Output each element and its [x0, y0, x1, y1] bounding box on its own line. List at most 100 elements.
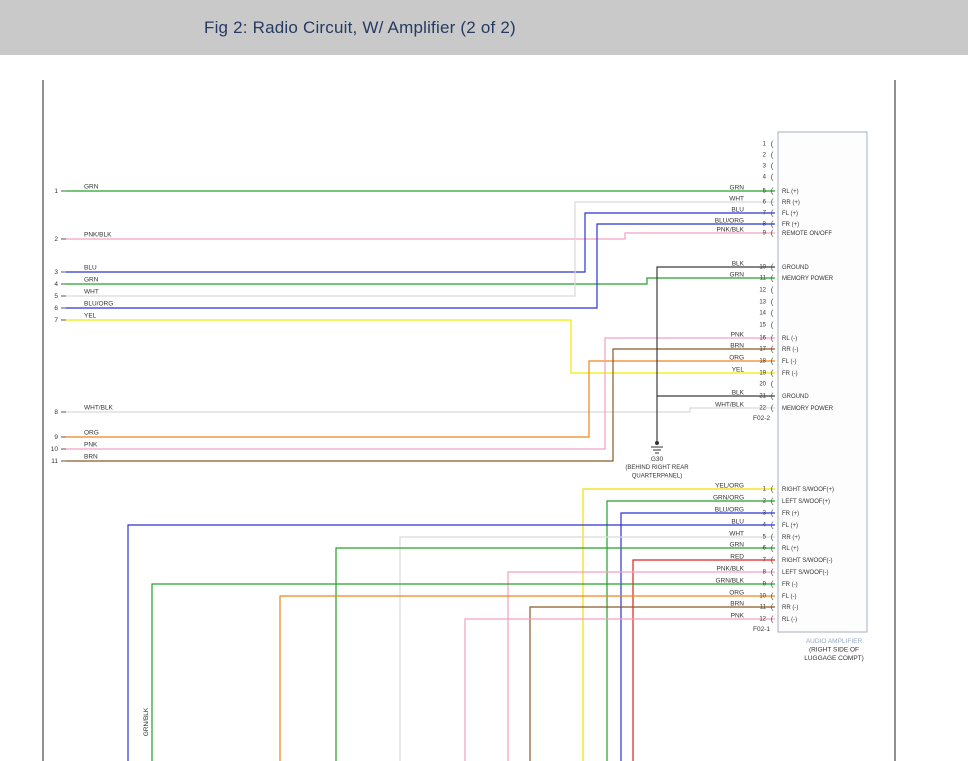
- pin-function-label: GROUND: [782, 265, 809, 271]
- pin-bracket: (: [771, 285, 774, 295]
- left-pin-number: 11: [51, 458, 58, 465]
- pin-function-label: RL (+): [782, 189, 799, 195]
- vertical-wire-label: GRN/BLK: [143, 707, 150, 736]
- left-pin-number: 6: [54, 305, 58, 312]
- pin-wire-label: BRN: [730, 343, 744, 350]
- pin-wire-label: GRN: [730, 272, 745, 279]
- wire-blu-fl-plus-2: [127, 524, 775, 761]
- pin-number: 1: [763, 142, 767, 148]
- pin-function-label: GROUND: [782, 394, 809, 400]
- figure-header-bar: Fig 2: Radio Circuit, W/ Amplifier (2 of…: [0, 0, 968, 55]
- left-pin-wire-label: BLU/ORG: [84, 301, 113, 308]
- pin-bracket: (: [771, 161, 774, 171]
- wire-grnblk-fr-minus: [151, 583, 775, 761]
- pin-number: 4: [763, 523, 767, 529]
- pin-bracket: (: [771, 186, 774, 196]
- pin-function-label: FR (-): [782, 582, 798, 588]
- pin-bracket: (: [771, 197, 774, 207]
- left-pin-wire-label: BLU: [84, 265, 97, 272]
- amplifier-caption-line: (RIGHT SIDE OF: [809, 647, 859, 654]
- wire-wht-rr-plus: [66, 201, 775, 297]
- wire-yel-fr-minus: [66, 319, 775, 374]
- pin-bracket: (: [771, 543, 774, 553]
- pin-wire-label: WHT/BLK: [715, 402, 745, 409]
- pin-wire-label: BLU/ORG: [715, 507, 744, 514]
- pin-wire-label: BLU: [731, 207, 744, 214]
- left-pin-wire-label: GRN: [84, 184, 99, 191]
- pin-number: 8: [763, 570, 767, 576]
- pin-wire-label: YEL: [732, 367, 745, 374]
- pin-number: 2: [763, 499, 767, 505]
- pin-function-label: FL (-): [782, 359, 796, 365]
- pin-number: 12: [759, 617, 766, 623]
- pin-bracket: (: [771, 391, 774, 401]
- pin-number: 1: [763, 487, 767, 493]
- pin-number: 6: [763, 200, 767, 206]
- pin-number: 7: [763, 558, 767, 564]
- pin-number: 9: [763, 582, 767, 588]
- pin-function-label: RIGHT S/WOOF(-): [782, 558, 833, 564]
- wire-grn-rl-plus-2: [335, 547, 775, 761]
- pin-number: 10: [759, 594, 766, 600]
- pin-wire-label: BLU: [731, 519, 744, 526]
- pin-bracket: (: [771, 614, 774, 624]
- pin-function-label: FR (+): [782, 511, 799, 517]
- pin-function-label: RIGHT S/WOOF(+): [782, 487, 834, 493]
- left-pin-number: 8: [54, 409, 58, 416]
- left-pin-wire-label: PNK/BLK: [84, 232, 112, 239]
- pin-bracket: (: [771, 532, 774, 542]
- pin-function-label: RR (+): [782, 535, 800, 541]
- pin-wire-label: ORG: [729, 355, 744, 362]
- wire-org-fl-minus-2: [279, 595, 775, 761]
- ground-note-line: (BEHIND RIGHT REAR: [625, 465, 689, 471]
- pin-number: 13: [759, 300, 766, 306]
- pin-function-label: LEFT S/WOOF(-): [782, 570, 829, 576]
- pin-number: 17: [759, 347, 766, 353]
- figure-title: Fig 2: Radio Circuit, W/ Amplifier (2 of…: [204, 17, 516, 37]
- pin-bracket: (: [771, 208, 774, 218]
- left-pin-wire-label: PNK: [84, 442, 98, 449]
- wire-blu-fl-plus: [66, 212, 775, 273]
- left-pin-wire-label: GRN: [84, 277, 99, 284]
- pin-bracket: (: [771, 579, 774, 589]
- pin-function-label: MEMORY POWER: [782, 276, 834, 282]
- pin-function-label: FL (-): [782, 594, 796, 600]
- pin-function-label: RL (-): [782, 336, 797, 342]
- pin-bracket: (: [771, 228, 774, 238]
- wire-pnk-rl-minus-2: [464, 618, 775, 761]
- pin-number: 21: [759, 394, 766, 400]
- wire-pnkblk-left-swoof-minus: [507, 571, 775, 761]
- wire-bluorg-fr-plus: [66, 223, 775, 309]
- pin-number: 3: [763, 511, 767, 517]
- pin-function-label: RL (-): [782, 617, 797, 623]
- pin-number: 12: [759, 288, 766, 294]
- wire-pnk-rl-minus: [66, 337, 775, 450]
- pin-number: 9: [763, 231, 767, 237]
- pin-wire-label: BRN: [730, 601, 744, 608]
- pin-number: 22: [759, 406, 766, 412]
- pin-wire-label: RED: [730, 554, 744, 561]
- amplifier-box: [777, 131, 868, 633]
- left-pin-number: 10: [51, 446, 59, 453]
- pin-wire-label: BLK: [732, 390, 745, 397]
- pin-bracket: (: [771, 496, 774, 506]
- pin-wire-label: PNK: [731, 332, 745, 339]
- pin-number: 18: [759, 359, 766, 365]
- pin-function-label: RR (-): [782, 347, 798, 353]
- pin-bracket: (: [771, 139, 774, 149]
- wire-brn-rr-minus-2: [529, 606, 775, 761]
- pin-bracket: (: [771, 520, 774, 530]
- pin-function-label: REMOTE ON/OFF: [782, 231, 832, 237]
- pin-function-label: RR (+): [782, 200, 800, 206]
- left-pin-number: 7: [54, 317, 58, 324]
- pin-bracket: (: [771, 219, 774, 229]
- wire-brn-rr-minus: [66, 348, 775, 462]
- pin-number: 11: [760, 276, 767, 282]
- connector-label-F02-2: F02-2: [753, 415, 770, 422]
- pin-number: 6: [763, 546, 767, 552]
- pin-wire-label: BLK: [732, 261, 745, 268]
- pin-number: 2: [763, 153, 767, 159]
- pin-number: 10: [759, 265, 766, 271]
- pin-function-label: LEFT S/WOOF(+): [782, 499, 830, 505]
- amplifier-caption-line: LUGGAGE COMPT): [804, 655, 864, 662]
